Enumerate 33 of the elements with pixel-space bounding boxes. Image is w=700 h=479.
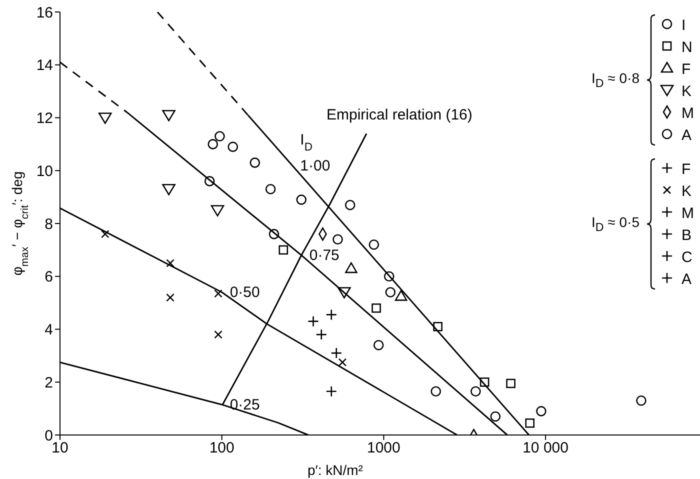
y-tick-label: 12 [36,110,53,128]
series-label: 1·00 [300,157,330,174]
y-tick-label: 2 [44,374,53,392]
annotation: I$_{D}$ [300,131,312,154]
y-tick-label: 4 [44,322,53,339]
y-tick-label: 16 [36,4,53,22]
x-axis-title: p′: kN/m² [307,462,364,478]
y-tick-label: 0 [44,427,53,444]
legend-label: K [682,82,692,100]
legend-label: K [682,182,692,200]
y-tick-label: 14 [36,57,53,74]
legend-label: I [682,16,686,34]
y-tick-label: 6 [44,268,53,286]
annotation: I$_{D}$ ≈ 0·5 [591,214,640,234]
legend-label: N [682,38,692,56]
legend-label: F [682,60,691,78]
legend-label: A [682,126,692,144]
text: Empirical relation (16) [326,106,472,124]
legend-label: F [682,160,691,178]
y-tick-label: 10 [36,162,53,180]
series-label: 0·50 [230,284,260,302]
series-label: 0·75 [309,247,340,264]
y-tick-label: 8 [44,216,53,233]
legend-label: B [682,226,692,244]
legend-label: A [682,270,692,288]
series-label: 0·25 [230,396,260,414]
annotation: I$_{D}$ ≈ 0·8 [591,70,640,90]
legend-label: C [682,248,692,266]
x-tick-label: 10 000 [522,440,568,457]
x-tick-label: 100 [209,440,234,457]
x-tick-label: 1000 [367,440,400,457]
legend-label: M [682,104,694,122]
legend-label: M [682,204,694,222]
